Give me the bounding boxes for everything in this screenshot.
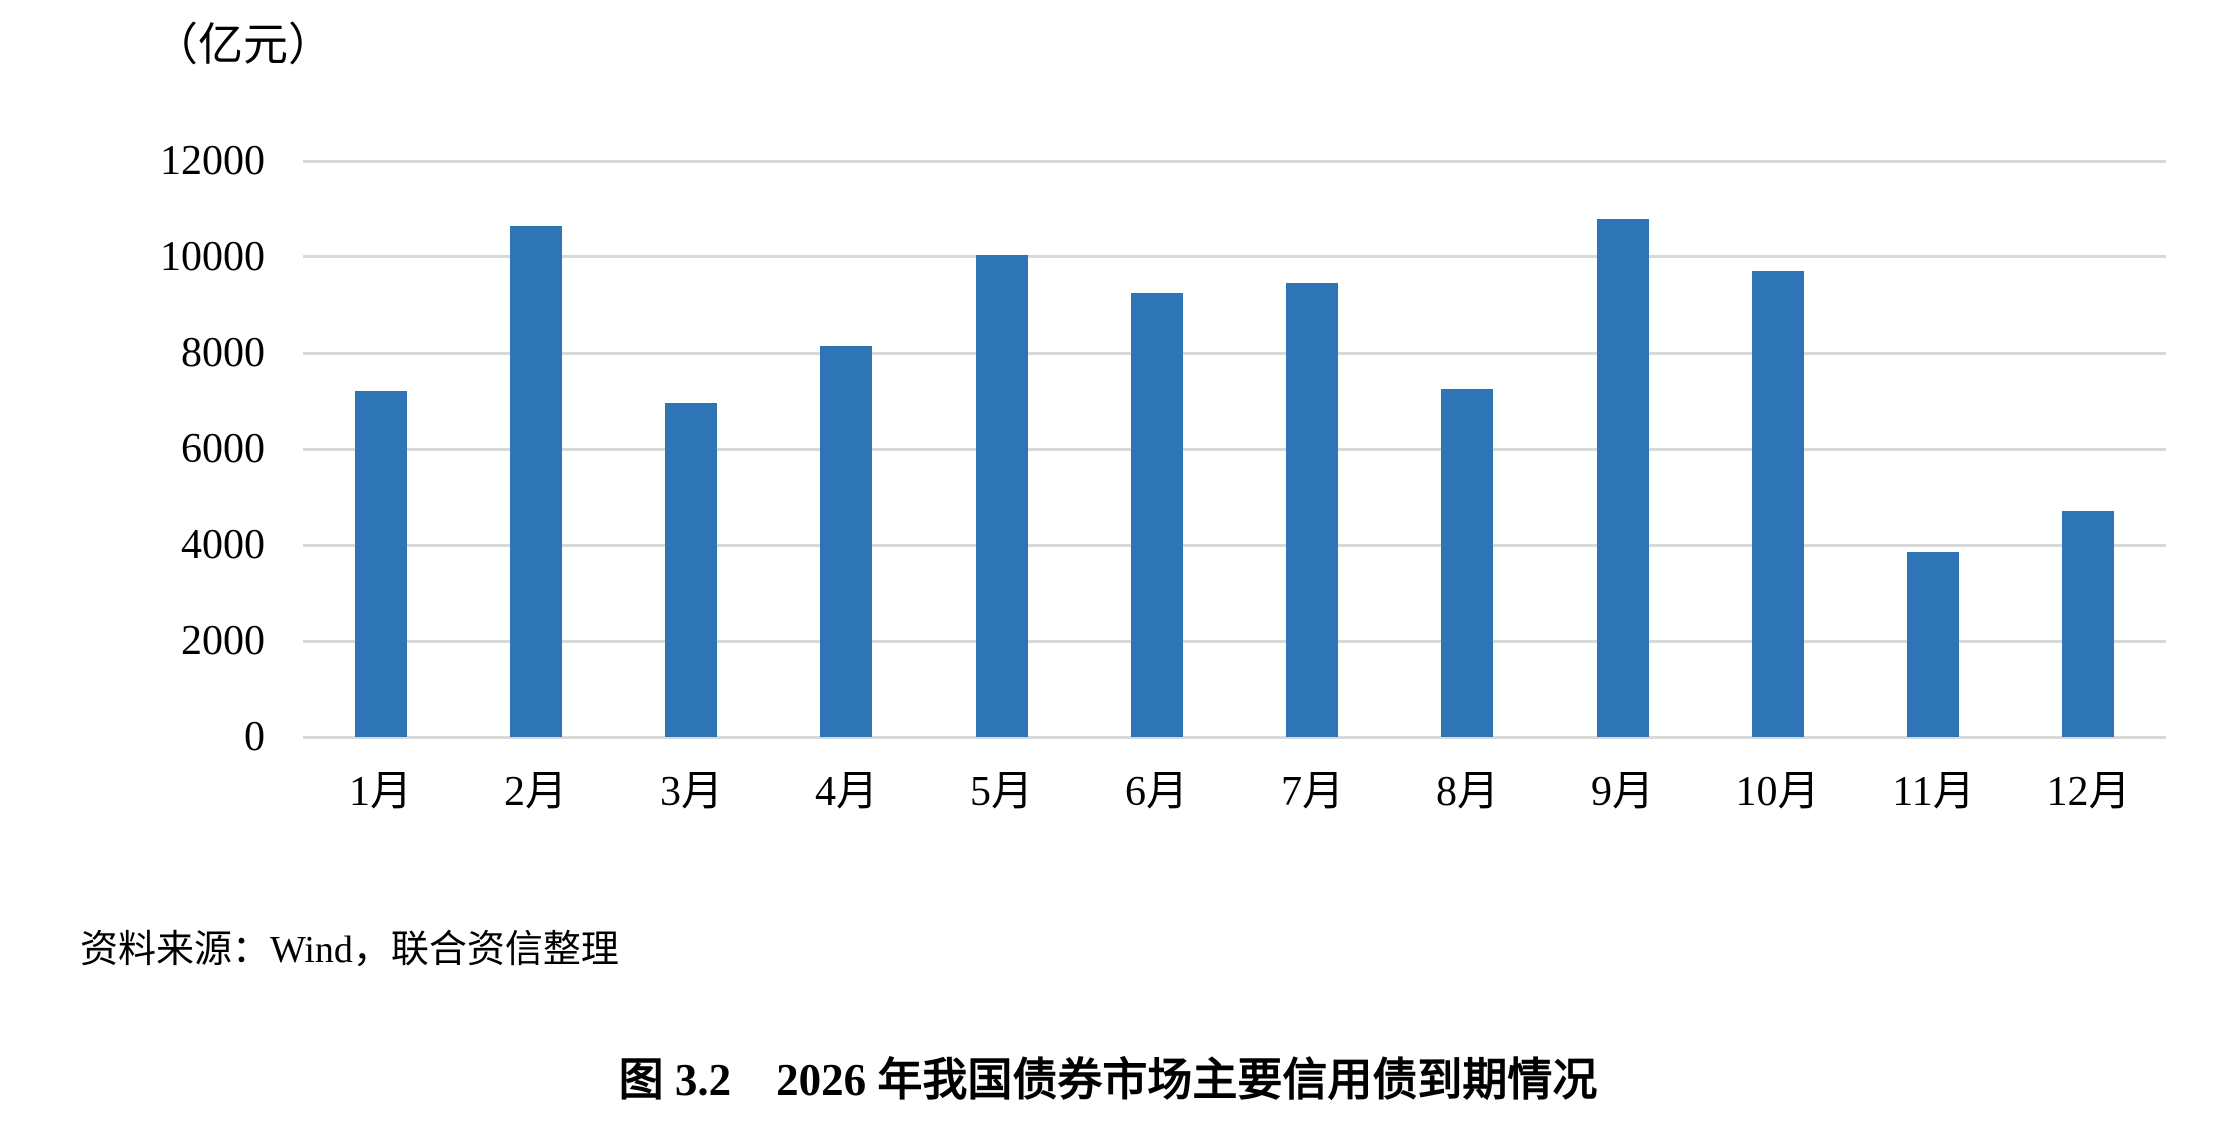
bar-10月 bbox=[1752, 271, 1804, 737]
bar-chart-plot-area bbox=[303, 160, 2166, 739]
y-axis-tick-label: 4000 bbox=[181, 522, 265, 568]
bar-8月 bbox=[1441, 389, 1493, 737]
gridline bbox=[303, 640, 2166, 643]
y-axis-tick-label: 6000 bbox=[181, 426, 265, 472]
bar-11月 bbox=[1907, 552, 1959, 737]
x-axis-label-12月: 12月 bbox=[2046, 769, 2131, 815]
x-axis-label-7月: 7月 bbox=[1280, 769, 1344, 815]
bar-2月 bbox=[510, 226, 562, 737]
y-axis-tick-label: 0 bbox=[244, 714, 265, 760]
x-axis-label-8月: 8月 bbox=[1435, 769, 1499, 815]
gridline bbox=[303, 448, 2166, 451]
y-axis-tick-label: 10000 bbox=[160, 234, 265, 280]
bar-6月 bbox=[1131, 293, 1183, 737]
bar-9月 bbox=[1597, 219, 1649, 737]
x-axis-label-4月: 4月 bbox=[814, 769, 878, 815]
bar-7月 bbox=[1286, 283, 1338, 737]
bar-5月 bbox=[976, 255, 1028, 737]
x-axis-label-1月: 1月 bbox=[348, 769, 412, 815]
x-axis-label-9月: 9月 bbox=[1590, 769, 1654, 815]
gridline bbox=[303, 255, 2166, 258]
source-note: 资料来源：Wind，联合资信整理 bbox=[80, 929, 619, 971]
y-axis-tick-label: 8000 bbox=[181, 330, 265, 376]
y-axis-tick-label: 12000 bbox=[160, 138, 265, 184]
x-axis-label-3月: 3月 bbox=[659, 769, 723, 815]
y-axis-tick-label: 2000 bbox=[181, 618, 265, 664]
gridline bbox=[303, 544, 2166, 547]
x-axis-label-2月: 2月 bbox=[503, 769, 567, 815]
figure-caption: 图 3.2 2026 年我国债券市场主要信用债到期情况 bbox=[618, 1055, 1598, 1105]
gridline bbox=[303, 352, 2166, 355]
x-axis-label-5月: 5月 bbox=[969, 769, 1033, 815]
x-axis-label-6月: 6月 bbox=[1124, 769, 1188, 815]
bar-4月 bbox=[820, 346, 872, 737]
y-axis-unit-label: （亿元） bbox=[153, 20, 334, 70]
bar-1月 bbox=[355, 391, 407, 737]
bar-12月 bbox=[2062, 511, 2114, 737]
x-axis-label-10月: 10月 bbox=[1735, 769, 1820, 815]
bar-3月 bbox=[665, 403, 717, 737]
gridline bbox=[303, 160, 2166, 163]
x-axis-label-11月: 11月 bbox=[1892, 769, 1975, 815]
gridline bbox=[303, 736, 2166, 739]
